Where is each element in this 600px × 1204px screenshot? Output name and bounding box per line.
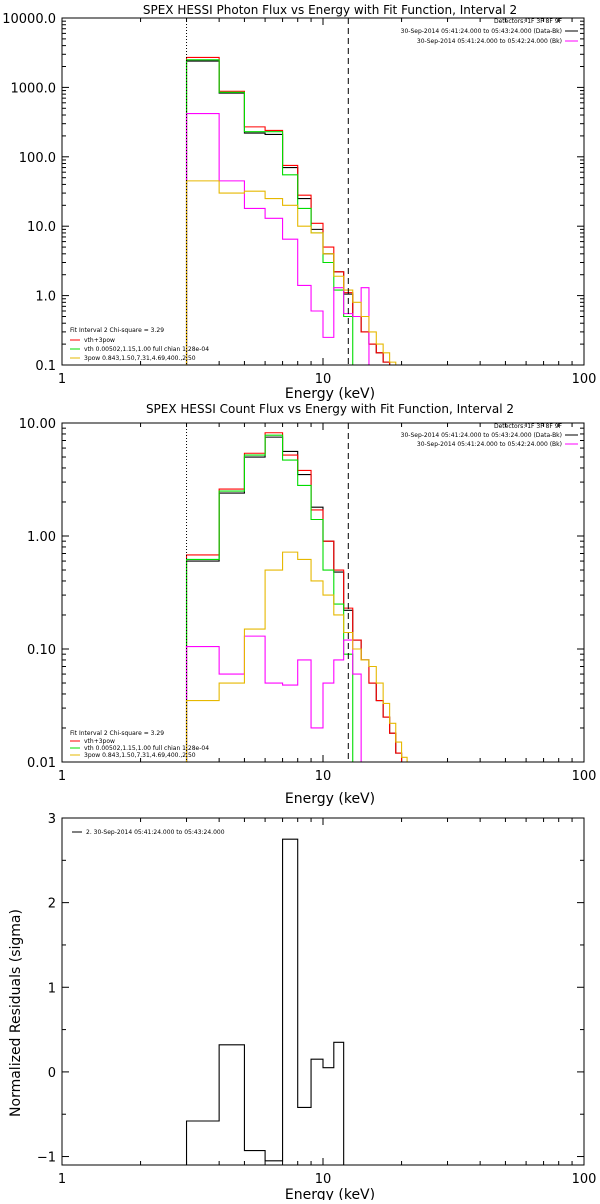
y-tick-label: 1.00 xyxy=(27,530,56,545)
legend-fit-header: Fit Interval 2 Chi-square = 3.29 xyxy=(70,730,164,737)
data-series xyxy=(185,56,402,366)
x-axis-label: Energy (keV) xyxy=(285,791,375,807)
data-series-black xyxy=(185,436,403,762)
data-series-green xyxy=(185,59,362,366)
x-tick-label: 10 xyxy=(315,1172,332,1187)
x-tick-label: 100 xyxy=(572,1172,597,1187)
legend-entry-vth: vth 0.00502,1.15,1.00 full chian 1.28e-0… xyxy=(84,346,209,353)
legend-detectors: Detectors: 1F 3F 8F 9F xyxy=(494,18,563,25)
legend-detectors: Detectors: 1F 3F 8F 9F xyxy=(494,423,563,430)
data-series-black xyxy=(185,60,391,365)
chart-title: SPEX HESSI Photon Flux vs Energy with Fi… xyxy=(143,3,517,17)
data-series-red xyxy=(185,432,403,762)
x-tick-label: 1 xyxy=(58,372,66,387)
x-axis-label: Energy (keV) xyxy=(285,1187,375,1200)
legend-top: Detectors: 1F 3F 8F 9F 30-Sep-2014 05:41… xyxy=(401,18,578,45)
x-tick-label: 1 xyxy=(58,1172,66,1187)
energy-range-markers xyxy=(186,18,349,365)
legend-entry-total: vth+3pow xyxy=(84,337,115,344)
data-series-magenta xyxy=(185,112,377,366)
count-flux-chart: SPEX HESSI Count Flux vs Energy with Fit… xyxy=(19,402,597,807)
y-tick-label: 0.10 xyxy=(27,643,56,658)
y-tick-label: 100.0 xyxy=(19,151,56,166)
x-tick-label: 100 xyxy=(572,769,597,784)
legend-bottom: Fit Interval 2 Chi-square = 3.29 vth+3po… xyxy=(70,730,209,759)
data-series-magenta xyxy=(185,635,369,763)
legend-data-interval: 30-Sep-2014 05:41:24.000 to 05:43:24.000… xyxy=(401,432,562,439)
legend-fit-header: Fit Interval 2 Chi-square = 3.29 xyxy=(70,327,164,334)
data-series xyxy=(185,432,413,763)
energy-range-markers xyxy=(186,423,349,762)
y-tick-labels: −1 0 1 2 3 xyxy=(37,812,56,1166)
y-axis-label: Normalized Residuals (sigma) xyxy=(8,909,24,1117)
data-series-red xyxy=(185,56,391,365)
data-series xyxy=(185,838,345,1165)
y-tick-label: −1 xyxy=(37,1151,56,1166)
data-series-yellow xyxy=(185,180,402,366)
data-series-green xyxy=(185,434,362,763)
x-tick-label: 1 xyxy=(58,769,66,784)
tick-marks xyxy=(61,817,584,1165)
x-tick-labels: 1 10 100 xyxy=(58,769,597,784)
x-tick-label: 100 xyxy=(572,372,597,387)
y-tick-label: 1000.0 xyxy=(11,81,57,96)
x-axis-label: Energy (keV) xyxy=(285,386,375,402)
y-tick-label: 1 xyxy=(48,981,56,996)
legend-entry-3pow: 3pow 0.843,1.50,7.31,4.69,400.,2.50 xyxy=(84,752,196,759)
y-tick-label: 3 xyxy=(48,812,56,827)
y-tick-label: 10000.0 xyxy=(2,12,56,27)
y-tick-label: 10.0 xyxy=(27,220,56,235)
y-tick-label: 10.00 xyxy=(19,417,56,432)
legend-bk-interval: 30-Sep-2014 05:41:24.000 to 05:42:24.000… xyxy=(417,441,562,448)
x-tick-label: 10 xyxy=(315,769,332,784)
plot-frame xyxy=(61,17,585,366)
legend-bk-interval: 30-Sep-2014 05:41:24.000 to 05:42:24.000… xyxy=(417,38,562,45)
y-tick-label: 0.01 xyxy=(27,756,56,771)
legend-entry-total: vth+3pow xyxy=(84,738,115,745)
y-tick-label: 0.1 xyxy=(35,359,56,374)
y-tick-label: 0 xyxy=(48,1066,56,1081)
legend-entry-vth: vth 0.00502,1.15,1.00 full chian 1.28e-0… xyxy=(84,745,209,752)
residual-series xyxy=(185,838,345,1165)
x-tick-label: 10 xyxy=(315,372,332,387)
x-tick-labels: 1 10 100 xyxy=(58,1172,597,1187)
chart-title: SPEX HESSI Count Flux vs Energy with Fit… xyxy=(146,402,514,416)
legend-top: Detectors: 1F 3F 8F 9F 30-Sep-2014 05:41… xyxy=(401,423,578,448)
plot-frame xyxy=(61,817,585,1166)
legend-bottom: Fit Interval 2 Chi-square = 3.29 vth+3po… xyxy=(70,327,209,362)
legend-data-interval: 30-Sep-2014 05:41:24.000 to 05:43:24.000… xyxy=(401,28,562,35)
legend: 2. 30-Sep-2014 05:41:24.000 to 05:43:24.… xyxy=(72,829,225,836)
legend-entry: 2. 30-Sep-2014 05:41:24.000 to 05:43:24.… xyxy=(86,829,225,836)
y-tick-label: 1.0 xyxy=(35,290,56,305)
photon-flux-chart: SPEX HESSI Photon Flux vs Energy with Fi… xyxy=(2,3,596,402)
y-tick-labels: 0.01 0.10 1.00 10.00 xyxy=(19,417,56,771)
plot-frame xyxy=(61,422,585,763)
residuals-chart: −1 0 1 2 3 1 10 100 Energy (keV) Normalized Re… xyxy=(8,812,597,1203)
y-tick-labels: 0.1 1.0 10.0 100.0 1000.0 10000.0 xyxy=(2,12,56,374)
y-tick-label: 2 xyxy=(48,897,56,912)
legend-entry-3pow: 3pow 0.843,1.50,7.31,4.69,400.,2.50 xyxy=(84,355,196,362)
x-tick-labels: 1 10 100 xyxy=(58,372,597,387)
data-series-yellow xyxy=(185,551,413,763)
